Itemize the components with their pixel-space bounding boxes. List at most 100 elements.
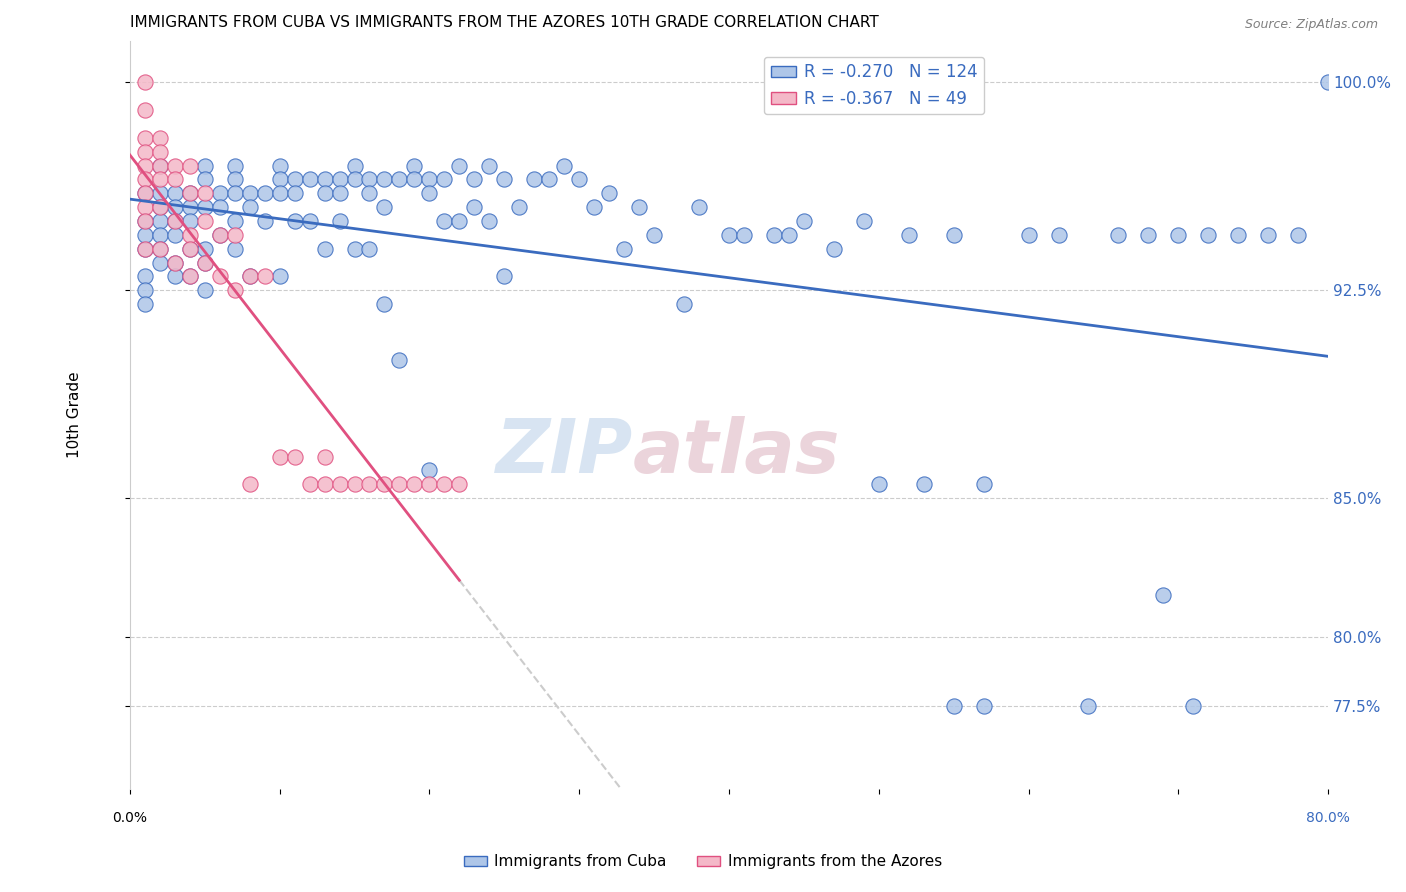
Point — [163, 172, 186, 186]
Point — [1286, 227, 1309, 242]
Point — [973, 477, 995, 491]
Point — [149, 214, 172, 228]
Point — [239, 269, 262, 284]
Point — [404, 159, 426, 173]
Point — [328, 477, 350, 491]
Point — [208, 227, 231, 242]
Point — [388, 172, 411, 186]
Point — [179, 200, 201, 214]
Point — [404, 477, 426, 491]
Point — [284, 186, 307, 201]
Point — [298, 172, 321, 186]
Point — [373, 477, 395, 491]
Point — [224, 227, 246, 242]
Point — [134, 283, 156, 297]
Point — [1047, 227, 1070, 242]
Point — [134, 214, 156, 228]
Point — [314, 242, 336, 256]
Point — [134, 242, 156, 256]
Point — [163, 227, 186, 242]
Point — [852, 214, 875, 228]
Point — [328, 186, 350, 201]
Point — [793, 214, 815, 228]
Point — [134, 131, 156, 145]
Point — [253, 269, 276, 284]
Point — [194, 186, 217, 201]
Point — [1077, 698, 1099, 713]
Point — [239, 200, 262, 214]
Point — [149, 131, 172, 145]
Point — [343, 172, 366, 186]
Point — [1317, 75, 1340, 89]
Point — [1107, 227, 1129, 242]
Point — [359, 186, 381, 201]
Point — [388, 477, 411, 491]
Point — [194, 255, 217, 269]
Point — [1152, 588, 1174, 602]
Point — [194, 200, 217, 214]
Point — [494, 172, 516, 186]
Point — [1197, 227, 1219, 242]
Point — [179, 186, 201, 201]
Point — [538, 172, 561, 186]
Point — [224, 214, 246, 228]
Point — [418, 172, 440, 186]
Point — [643, 227, 665, 242]
Point — [134, 242, 156, 256]
Point — [179, 227, 201, 242]
Point — [179, 269, 201, 284]
Point — [314, 450, 336, 464]
Point — [194, 159, 217, 173]
Point — [359, 172, 381, 186]
Point — [149, 159, 172, 173]
Point — [269, 159, 291, 173]
Point — [373, 200, 395, 214]
Point — [224, 186, 246, 201]
Point — [134, 227, 156, 242]
Point — [163, 214, 186, 228]
Point — [194, 283, 217, 297]
Point — [628, 200, 651, 214]
Point — [598, 186, 620, 201]
Point — [224, 283, 246, 297]
Point — [194, 255, 217, 269]
Point — [239, 186, 262, 201]
Point — [239, 477, 262, 491]
Point — [208, 269, 231, 284]
Point — [418, 186, 440, 201]
Point — [433, 477, 456, 491]
Point — [179, 186, 201, 201]
Point — [149, 255, 172, 269]
Point — [239, 269, 262, 284]
Point — [163, 186, 186, 201]
Point — [404, 172, 426, 186]
Point — [284, 214, 307, 228]
Point — [134, 186, 156, 201]
Point — [449, 477, 471, 491]
Text: 0.0%: 0.0% — [112, 812, 148, 825]
Point — [942, 698, 965, 713]
Point — [1167, 227, 1189, 242]
Point — [1018, 227, 1040, 242]
Point — [373, 172, 395, 186]
Point — [134, 200, 156, 214]
Point — [149, 242, 172, 256]
Text: ZIP: ZIP — [496, 416, 633, 489]
Text: 80.0%: 80.0% — [1306, 812, 1350, 825]
Point — [314, 186, 336, 201]
Point — [433, 214, 456, 228]
Point — [134, 214, 156, 228]
Point — [163, 255, 186, 269]
Point — [224, 172, 246, 186]
Point — [269, 450, 291, 464]
Point — [508, 200, 530, 214]
Point — [179, 159, 201, 173]
Point — [762, 227, 785, 242]
Point — [179, 269, 201, 284]
Point — [717, 227, 740, 242]
Point — [194, 214, 217, 228]
Point — [1182, 698, 1205, 713]
Point — [343, 242, 366, 256]
Point — [149, 200, 172, 214]
Point — [194, 242, 217, 256]
